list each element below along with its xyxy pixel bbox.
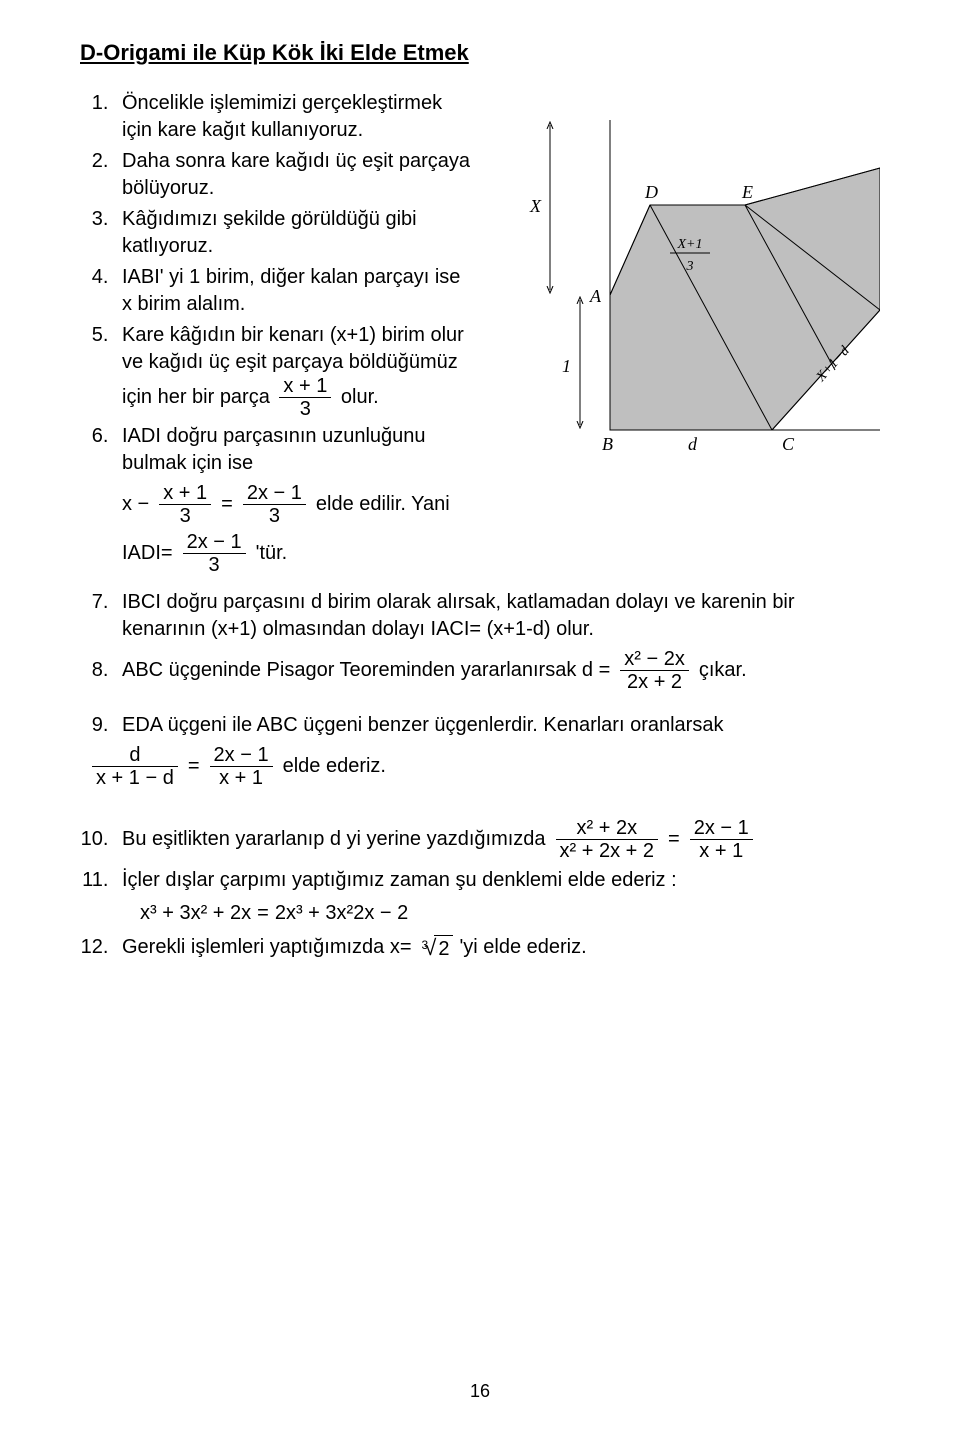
step-2: Daha sonra kare kağıdı üç eşit parçaya b… bbox=[114, 148, 470, 202]
step-6c-text: IADI= bbox=[122, 540, 173, 567]
step-1: Öncelikle işlemimizi gerçekleştirmek içi… bbox=[114, 90, 470, 144]
poly-left: x³ + 3x² + 2x bbox=[140, 900, 251, 927]
label-one: 1 bbox=[562, 356, 571, 376]
label-E: E bbox=[741, 182, 753, 202]
frac-pisagor: x² − 2x 2x + 2 bbox=[620, 649, 689, 692]
step-8: ABC üçgeninde Pisagor Teoreminden yararl… bbox=[114, 649, 880, 692]
step-7-text: IBCI doğru parçasını d birim olarak alır… bbox=[122, 591, 795, 640]
eq-11: x³ + 3x² + 2x = 2x³ + 3x²2x − 2 bbox=[140, 900, 880, 927]
eq-equals: = bbox=[221, 491, 233, 518]
poly-right: 2x³ + 3x²2x − 2 bbox=[275, 900, 408, 927]
eq-x-minus: x − bbox=[122, 491, 149, 518]
step-9b-text: elde ederiz. bbox=[283, 753, 386, 780]
eq-6-result: IADI= 2x − 1 3 'tür. bbox=[122, 532, 470, 575]
frac-d: d x + 1 − d bbox=[92, 745, 178, 788]
svg-text:X+1: X+1 bbox=[677, 237, 703, 252]
eq-6: x − x + 1 3 = 2x − 1 3 elde edilir. Yani bbox=[122, 483, 470, 526]
svg-text:3: 3 bbox=[686, 259, 694, 274]
step-6b-text: elde edilir. Yani bbox=[316, 491, 450, 518]
step-12b-text: 'yi elde ederiz. bbox=[459, 934, 586, 961]
step-11a-text: İçler dışlar çarpımı yaptığımız zaman şu… bbox=[122, 869, 677, 891]
label-C: C bbox=[782, 434, 795, 454]
label-X: X bbox=[529, 196, 542, 216]
label-d: d bbox=[688, 434, 698, 454]
step-6d-text: 'tür. bbox=[256, 540, 288, 567]
eq-9: d x + 1 − d = 2x − 1 x + 1 elde ederiz. bbox=[88, 745, 880, 788]
step-1-text: Öncelikle işlemimizi gerçekleştirmek içi… bbox=[122, 92, 442, 141]
step-11: İçler dışlar çarpımı yaptığımız zaman şu… bbox=[114, 867, 880, 927]
section-title: D-Origami ile Küp Kök İki Elde Etmek bbox=[80, 40, 880, 66]
step-8a-text: ABC üçgeninde Pisagor Teoreminden yararl… bbox=[122, 657, 610, 684]
label-B: B bbox=[602, 434, 613, 454]
step-4-text: IABI' yi 1 birim, diğer kalan parçayı is… bbox=[122, 266, 460, 315]
step-6: IADI doğru parçasının uzunluğunu bulmak … bbox=[114, 423, 470, 575]
frac-xp1-3: x + 1 3 bbox=[279, 376, 331, 419]
step-5b-text: olur. bbox=[341, 386, 379, 408]
frac-2xm1-3: 2x − 1 3 bbox=[243, 483, 306, 526]
step-4: IABI' yi 1 birim, diğer kalan parçayı is… bbox=[114, 264, 470, 318]
cuberoot-2: 3 √ 2 bbox=[418, 933, 454, 963]
diagram-column: X 1 D E A B C d X+1 3 X+1−d bbox=[490, 90, 880, 480]
step-8b-text: çıkar. bbox=[699, 657, 747, 684]
step-6a-text: IADI doğru parçasının uzunluğunu bulmak … bbox=[122, 425, 426, 474]
step-7: IBCI doğru parçasını d birim olarak alır… bbox=[114, 589, 880, 643]
step-3-text: Kâğıdımızı şekilde görüldüğü gibi katlıy… bbox=[122, 208, 417, 257]
step-10a-text: Bu eşitlikten yararlanıp d yi yerine yaz… bbox=[122, 826, 546, 853]
frac-bigR: 2x − 1 x + 1 bbox=[690, 818, 753, 861]
step-9: EDA üçgeni ile ABC üçgeni benzer üçgenle… bbox=[114, 712, 880, 788]
eq-eq-9: = bbox=[188, 753, 200, 780]
origami-diagram: X 1 D E A B C d X+1 3 X+1−d bbox=[490, 90, 880, 480]
frac-bigL: x² + 2x x² + 2x + 2 bbox=[556, 818, 659, 861]
page-number: 16 bbox=[0, 1381, 960, 1402]
step-3: Kâğıdımızı şekilde görüldüğü gibi katlıy… bbox=[114, 206, 470, 260]
frac-ratio: 2x − 1 x + 1 bbox=[210, 745, 273, 788]
step-10: Bu eşitlikten yararlanıp d yi yerine yaz… bbox=[114, 818, 880, 861]
step-12a-text: Gerekli işlemleri yaptığımızda x= bbox=[122, 934, 412, 961]
step-9a-text: EDA üçgeni ile ABC üçgeni benzer üçgenle… bbox=[122, 714, 723, 736]
text-column: Öncelikle işlemimizi gerçekleştirmek içi… bbox=[80, 90, 470, 581]
step-12: Gerekli işlemleri yaptığımızda x= 3 √ 2 … bbox=[114, 933, 880, 963]
eq-eq-10: = bbox=[668, 826, 680, 853]
step-2-text: Daha sonra kare kağıdı üç eşit parçaya b… bbox=[122, 150, 470, 199]
frac-xp1-3b: x + 1 3 bbox=[159, 483, 211, 526]
eq-eq-11: = bbox=[257, 900, 269, 927]
frac-2xm1-3b: 2x − 1 3 bbox=[183, 532, 246, 575]
label-D: D bbox=[644, 182, 658, 202]
label-A: A bbox=[589, 286, 602, 306]
steps-7-12: IBCI doğru parçasını d birim olarak alır… bbox=[80, 589, 880, 963]
step-5: Kare kâğıdın bir kenarı (x+1) birim olur… bbox=[114, 322, 470, 419]
